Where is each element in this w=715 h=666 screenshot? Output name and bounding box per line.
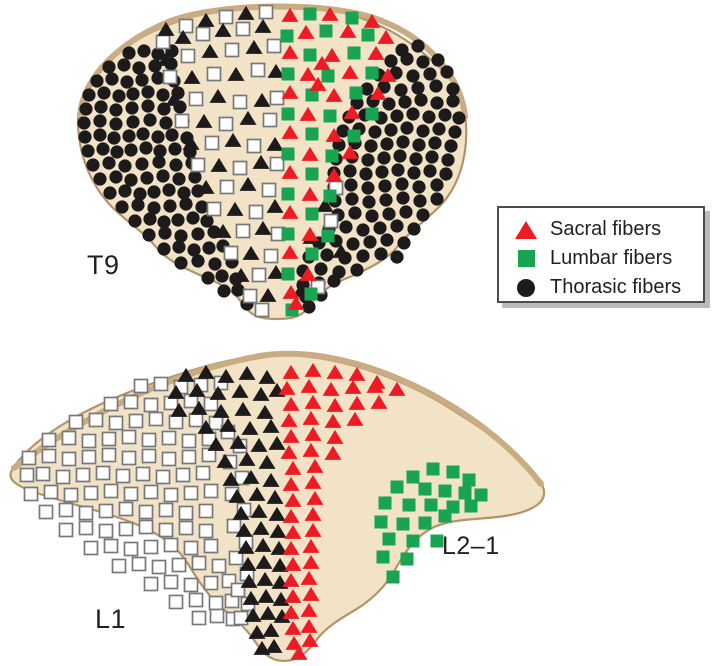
l1-black-triangles — [167, 364, 291, 655]
legend-box: Sacral fibers Lumbar fibers Thorasic fib… — [497, 206, 705, 303]
section-label-t9: T9 — [87, 250, 120, 280]
t9-thoracic-circles-left — [77, 44, 254, 311]
black-circle-icon — [513, 278, 539, 297]
legend-label-lumbar: Lumbar fibers — [550, 247, 673, 269]
green-square-icon — [513, 250, 539, 267]
red-triangle-icon — [513, 220, 539, 239]
t9-lumbar-green-squares — [280, 7, 379, 317]
legend-row-sacral: Sacral fibers — [513, 215, 703, 244]
t9-sacral-red-triangles — [281, 6, 397, 310]
l1-rim — [11, 350, 544, 487]
region-label-l2-1: L2–1 — [442, 532, 500, 560]
legend-label-thoracic: Thorasic fibers — [550, 276, 682, 298]
t9-white-squares — [155, 4, 344, 318]
legend-label-sacral: Sacral fibers — [550, 218, 662, 240]
l1-white-squares — [19, 375, 256, 627]
legend-row-thoracic: Thorasic fibers — [513, 273, 703, 302]
l1-lumbar-green-squares — [374, 462, 488, 584]
legend-row-lumbar: Lumbar fibers — [513, 244, 703, 273]
l1-sacral-red-triangles — [278, 362, 406, 660]
section-label-l1: L1 — [95, 604, 127, 634]
t9-black-triangles — [157, 5, 350, 302]
